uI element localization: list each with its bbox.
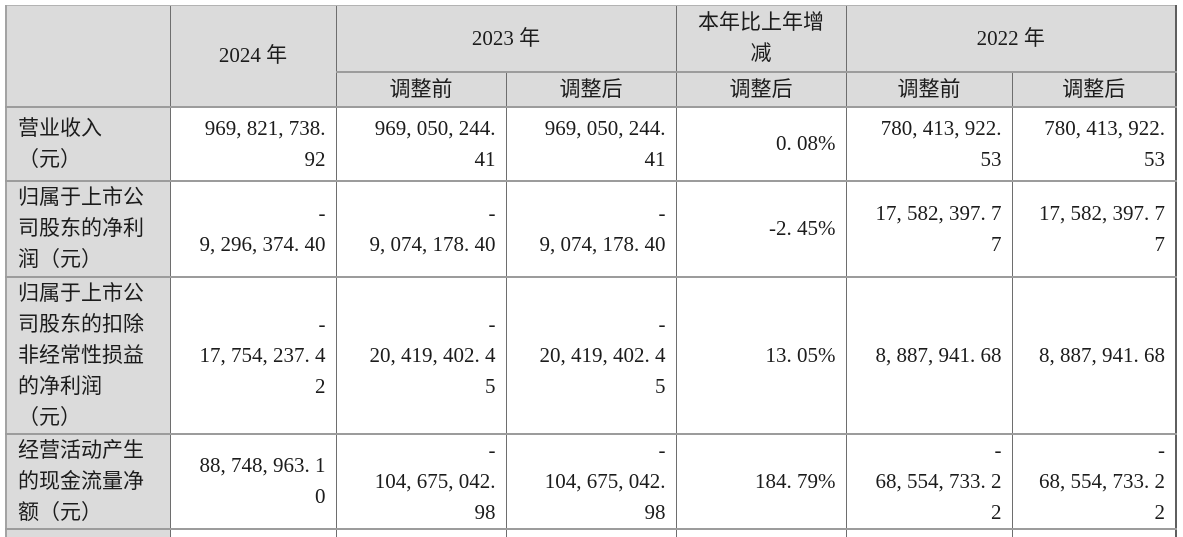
header-change-after: 调整后 bbox=[675, 70, 846, 107]
cell-2023-after: - 9, 074, 178. 40 bbox=[505, 179, 676, 277]
cell-2022-after: 780, 413, 922. 53 bbox=[1011, 105, 1176, 181]
row-label: 营业收入 （元） bbox=[5, 105, 170, 181]
table-row-partial bbox=[5, 527, 1176, 537]
cell-2023-before: 969, 050, 244. 41 bbox=[335, 105, 506, 181]
table-row-net-profit: 归属于上市公 司股东的净利 润（元） - 9, 296, 374. 40 - 9… bbox=[5, 179, 1176, 277]
cell-2022-after: 17, 582, 397. 7 7 bbox=[1011, 179, 1176, 277]
cell-2024: - 9, 296, 374. 40 bbox=[169, 179, 336, 277]
cell-2022-before: 17, 582, 397. 7 7 bbox=[845, 179, 1012, 277]
cell-2023-before: - 104, 675, 042. 98 bbox=[335, 432, 506, 529]
cell-2024: 88, 748, 963. 1 0 bbox=[169, 432, 336, 529]
cell-change: -2. 45% bbox=[675, 179, 846, 277]
header-2022-before: 调整前 bbox=[845, 70, 1012, 107]
header-change: 本年比上年增 减 bbox=[675, 5, 846, 72]
header-2023-after: 调整后 bbox=[505, 70, 676, 107]
header-empty-cell bbox=[5, 5, 170, 107]
header-2022: 2022 年 bbox=[845, 5, 1176, 72]
header-2022-after: 调整后 bbox=[1011, 70, 1176, 107]
cell-2022-before: 8, 887, 941. 68 bbox=[845, 275, 1012, 434]
cell-2024: 969, 821, 738. 92 bbox=[169, 105, 336, 181]
cell-2022-before: - 68, 554, 733. 2 2 bbox=[845, 432, 1012, 529]
financial-summary-table: 2024 年 2023 年 本年比上年增 减 2022 年 调整前 调整后 调整… bbox=[5, 5, 1177, 537]
cell-change: 0. 08% bbox=[675, 105, 846, 181]
header-2024: 2024 年 bbox=[169, 5, 336, 107]
cell-2023-after: 969, 050, 244. 41 bbox=[505, 105, 676, 181]
header-row-adjust: 调整前 调整后 调整后 调整前 调整后 bbox=[6, 70, 1176, 107]
row-label: 经营活动产生 的现金流量净 额（元） bbox=[5, 432, 170, 529]
cell-change: 184. 79% bbox=[675, 432, 846, 529]
cell-2024: - 17, 754, 237. 4 2 bbox=[169, 275, 336, 434]
cell-change: 13. 05% bbox=[675, 275, 846, 434]
cell-2022-after: - 68, 554, 733. 2 2 bbox=[1011, 432, 1176, 529]
header-2023: 2023 年 bbox=[335, 5, 676, 72]
table-row-net-profit-deducted: 归属于上市公 司股东的扣除 非经常性损益 的净利润 （元） - 17, 754,… bbox=[5, 275, 1176, 434]
header-2023-before: 调整前 bbox=[335, 70, 506, 107]
cell-2023-before: - 20, 419, 402. 4 5 bbox=[335, 275, 506, 434]
row-label: 归属于上市公 司股东的扣除 非经常性损益 的净利润 （元） bbox=[5, 275, 170, 434]
cell-2023-after: - 104, 675, 042. 98 bbox=[505, 432, 676, 529]
table-row-operating-cash-flow: 经营活动产生 的现金流量净 额（元） 88, 748, 963. 1 0 - 1… bbox=[5, 432, 1176, 529]
header-row-years: 2024 年 2023 年 本年比上年增 减 2022 年 bbox=[5, 5, 1176, 107]
table-row-revenue: 营业收入 （元） 969, 821, 738. 92 969, 050, 244… bbox=[5, 105, 1176, 181]
cell-2023-before: - 9, 074, 178. 40 bbox=[335, 179, 506, 277]
cell-2022-after: 8, 887, 941. 68 bbox=[1011, 275, 1176, 434]
cell-2022-before: 780, 413, 922. 53 bbox=[845, 105, 1012, 181]
row-label bbox=[5, 527, 170, 537]
row-label: 归属于上市公 司股东的净利 润（元） bbox=[5, 179, 170, 277]
cell-2023-after: - 20, 419, 402. 4 5 bbox=[505, 275, 676, 434]
